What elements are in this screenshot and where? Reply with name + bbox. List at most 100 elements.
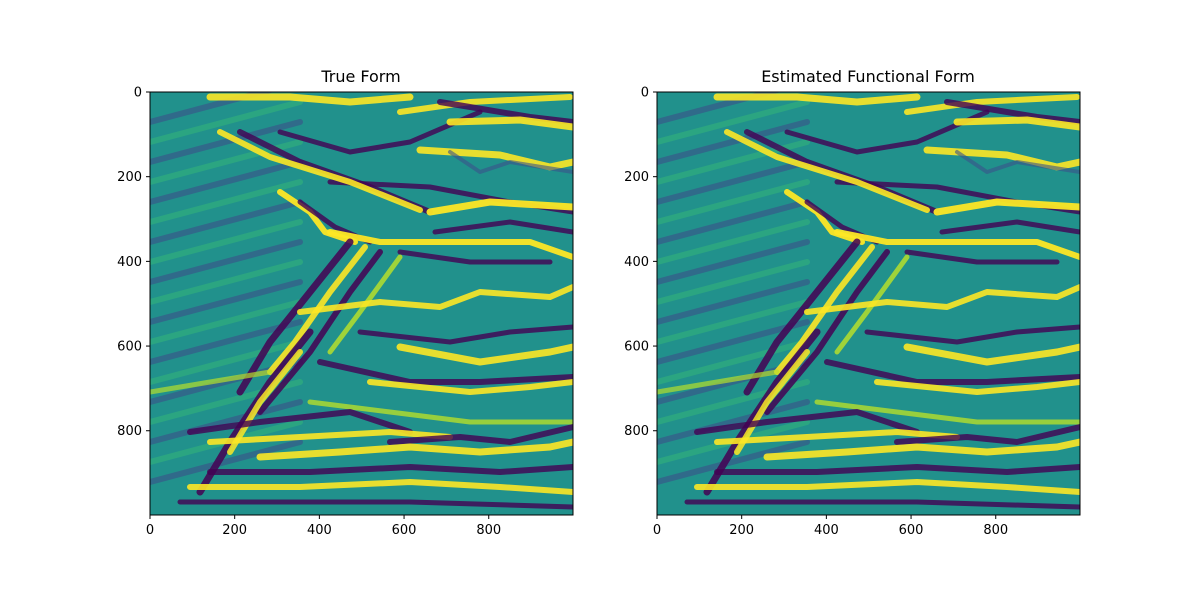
x-tick-label: 600 xyxy=(899,523,924,538)
heatmap-band xyxy=(150,339,303,385)
heatmap-band xyxy=(724,129,930,213)
heatmap-band xyxy=(904,94,1080,115)
heatmap-band xyxy=(804,284,1080,315)
heatmap-band xyxy=(257,249,383,415)
heatmap-band xyxy=(150,399,303,445)
heatmap-band xyxy=(397,249,553,265)
heatmap-band xyxy=(657,219,810,265)
y-tick-label: 200 xyxy=(624,170,649,185)
heatmap-band xyxy=(426,198,573,216)
heatmap-band xyxy=(227,349,303,455)
heatmap-band xyxy=(834,254,910,355)
heatmap-band xyxy=(903,343,1080,366)
y-tick-label: 800 xyxy=(117,424,142,439)
heatmap-band xyxy=(714,464,1080,475)
subplot-title: True Form xyxy=(320,67,400,86)
heatmap-band xyxy=(657,239,810,285)
x-tick-label: 0 xyxy=(146,523,154,538)
heatmap-band xyxy=(150,199,303,245)
heatmap-band xyxy=(743,238,861,396)
heatmap-band xyxy=(150,99,303,145)
x-tick-label: 200 xyxy=(222,523,247,538)
heatmap-band xyxy=(684,499,1080,510)
heatmap-band xyxy=(657,199,810,245)
x-tick-label: 400 xyxy=(307,523,332,538)
heatmap-field xyxy=(657,92,1080,510)
heatmap-band xyxy=(834,229,1080,260)
heatmap-band xyxy=(694,409,920,435)
y-tick-label: 0 xyxy=(641,86,649,101)
heatmap-band xyxy=(657,319,810,365)
heatmap-band xyxy=(150,92,275,125)
y-tick-label: 600 xyxy=(117,340,142,355)
heatmap-band xyxy=(713,93,921,106)
heatmap-band xyxy=(448,150,573,174)
x-axis: 0 200 400 600 800 xyxy=(146,515,501,538)
heatmap-band xyxy=(784,109,990,155)
heatmap-image xyxy=(657,92,1080,515)
heatmap-band xyxy=(657,119,810,165)
heatmap-band xyxy=(150,279,303,325)
axes-frame xyxy=(656,91,1081,516)
heatmap-band xyxy=(446,116,573,131)
heatmap-band xyxy=(714,429,960,445)
y-tick-label: 0 xyxy=(134,86,142,101)
heatmap-band xyxy=(953,116,1080,131)
heatmap-band xyxy=(150,119,303,165)
y-tick-label: 400 xyxy=(117,255,142,270)
heatmap-band xyxy=(256,438,573,461)
heatmap-band xyxy=(150,159,303,205)
heatmap-band xyxy=(657,92,782,125)
y-tick-label: 600 xyxy=(624,340,649,355)
heatmap-band xyxy=(657,399,810,445)
heatmap-band xyxy=(317,359,573,385)
y-axis: 0 200 400 600 800 xyxy=(117,86,150,439)
heatmap-band xyxy=(267,244,368,375)
heatmap-band xyxy=(217,129,423,213)
heatmap-band xyxy=(327,254,403,355)
heatmap-band xyxy=(657,369,780,395)
heatmap-band xyxy=(864,324,1080,345)
heatmap-image xyxy=(150,92,573,515)
subplot-true-form: True Form 0 200 400 600 800 0 200 400 600 800 xyxy=(117,67,574,538)
heatmap-band xyxy=(657,99,810,145)
subplot-title: Estimated Functional Form xyxy=(761,67,975,86)
heatmap-band xyxy=(657,279,810,325)
heatmap-band xyxy=(277,109,483,155)
x-axis: 0 200 400 600 800 xyxy=(653,515,1008,538)
x-tick-label: 400 xyxy=(814,523,839,538)
heatmap-band xyxy=(236,238,354,396)
heatmap-band xyxy=(657,159,810,205)
heatmap-band xyxy=(150,439,303,485)
y-tick-label: 400 xyxy=(624,255,649,270)
heatmap-band xyxy=(657,299,810,345)
axes-frame xyxy=(149,91,574,516)
heatmap-band xyxy=(933,198,1080,216)
heatmap-band xyxy=(150,179,303,225)
heatmap-band xyxy=(437,99,573,125)
x-tick-label: 800 xyxy=(476,523,501,538)
x-tick-label: 800 xyxy=(983,523,1008,538)
heatmap-band xyxy=(177,499,573,510)
heatmap-band xyxy=(874,379,1080,395)
heatmap-band xyxy=(207,429,453,445)
heatmap-band xyxy=(150,379,303,425)
heatmap-band xyxy=(657,439,810,485)
heatmap-band xyxy=(396,343,573,366)
y-axis: 0 200 400 600 800 xyxy=(624,86,657,439)
x-tick-label: 0 xyxy=(653,523,661,538)
y-tick-label: 800 xyxy=(624,424,649,439)
heatmap-band xyxy=(939,219,1080,235)
heatmap-band xyxy=(734,349,810,455)
heatmap-band xyxy=(206,93,414,106)
heatmap-band xyxy=(824,359,1080,385)
heatmap-band xyxy=(387,424,573,445)
heatmap-band xyxy=(432,219,573,235)
heatmap-band xyxy=(367,379,573,395)
heatmap-band xyxy=(657,339,810,385)
heatmap-band xyxy=(944,99,1080,125)
heatmap-band xyxy=(150,259,303,305)
heatmap-band xyxy=(150,299,303,345)
heatmap-band xyxy=(397,94,573,115)
